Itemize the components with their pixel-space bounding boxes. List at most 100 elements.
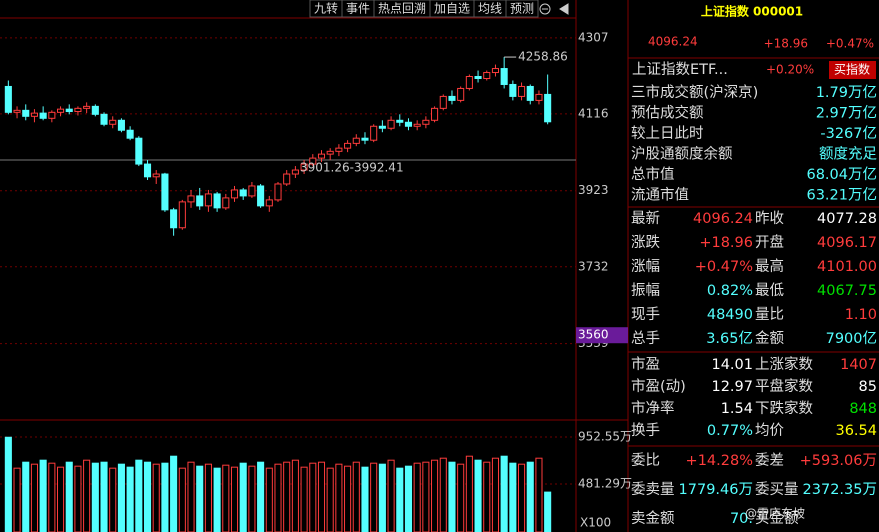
candle-body [309,157,317,165]
candle-body [135,137,143,165]
volume-bar [370,462,378,532]
volume-bar [178,467,186,532]
candle-body [230,189,239,199]
candle-body [152,173,160,178]
candle-body [48,111,56,119]
grid-label: 昨收 [755,210,784,227]
grid-label: 量比 [755,306,784,323]
grid-value: 14.01 [711,357,753,373]
grid-value: 1.54 [721,401,753,417]
toolbar-button[interactable]: 均线 [478,2,502,16]
volume-bar [4,436,12,532]
grid-value: 48490 [707,307,753,323]
candle-body [500,68,508,85]
grid-label: 现手 [631,306,660,323]
cursor-box [576,327,628,344]
volume-bar [500,455,508,532]
grid-value: 0.82% [707,283,753,299]
grid-value: 70. [730,511,753,527]
candle-body [465,76,473,89]
grid-value: 848 [849,401,877,417]
grid-value: 3.65亿 [706,330,753,347]
buy-button[interactable]: 买指数 [834,62,870,77]
volume-bar [283,461,291,532]
candle-body [352,137,360,144]
grid-value: 2372.35万 [803,482,877,498]
candle-body [491,68,500,74]
candle-body [439,95,447,109]
volume-bar [56,466,65,532]
volume-bar [413,462,421,532]
grid-value: +0.47% [695,259,753,275]
volume-bar [352,461,360,532]
volume-bar [544,491,552,532]
volume-bar [448,461,456,532]
candle-body [56,108,65,113]
stat-value: 1.79万亿 [816,84,877,101]
candle-body [65,108,73,113]
volume-bar [317,461,326,532]
grid-label: 最新 [631,210,660,227]
stat-value: 2.97万亿 [816,105,877,122]
volume-bar [222,464,230,532]
cursor-label: 3560 [578,328,609,342]
volume-bar [457,463,465,532]
etf-name[interactable]: 上证指数ETF... [632,61,728,78]
volume-bar [204,463,212,532]
candle-body [161,173,169,211]
volume-bar [170,455,178,532]
volume-bar [48,462,56,532]
candle-body [196,195,204,207]
candle-body [291,169,299,175]
volume-bar [83,459,91,532]
grid-label: 市盈(动) [631,378,686,395]
candle-body [518,85,526,97]
watermark: @雷庐东坡 [745,506,805,521]
toolbar-button[interactable]: 九转 [314,1,338,16]
toolbar-button[interactable]: 事件 [346,2,370,16]
grid-value: 1.10 [845,307,877,323]
stat-label: 预估成交额 [631,104,704,122]
grid-value: 4067.75 [817,283,877,299]
volume-bar [300,466,308,532]
candle-body [396,119,404,123]
toolbar-button[interactable]: 加自选 [434,2,470,16]
stat-value: 63.21万亿 [806,187,877,204]
toolbar-button[interactable]: 热点回溯 [378,1,426,16]
candle-body [413,123,421,127]
volume-bar [74,465,82,532]
stat-label: 总市值 [631,166,675,183]
grid-value: 4096.17 [817,235,877,251]
volume-bar [65,461,73,532]
candle-body [526,85,534,101]
grid-value: +14.28% [686,453,753,469]
candle-body [422,119,430,125]
candle-body [265,199,273,207]
y-tick-label: 3732 [578,259,609,273]
stat-label: 流通市值 [631,187,689,204]
grid-label: 市盈 [631,356,660,373]
candle-body [257,185,265,207]
candle-body [326,150,334,155]
grid-label: 总手 [631,330,660,347]
volume-bar [439,457,447,532]
volume-bar [422,461,430,532]
grid-label: 卖金额 [631,510,675,527]
stat-label: 三市成交额(沪深京) [631,83,758,101]
volume-unit: X100 [580,516,611,530]
volume-bar [213,467,221,532]
quote-title: 上证指数 000001 [701,4,803,19]
volume-bar [491,457,500,532]
quote-pct: +0.47% [826,37,874,51]
volume-bar [39,459,47,532]
toolbar-button-frame[interactable] [505,0,539,18]
grid-label: 均价 [755,422,784,439]
volume-bar [187,461,195,532]
candle-body [509,83,517,97]
volume-bar [361,466,369,532]
toolbar-button[interactable]: 预测 [510,2,534,16]
candle-body [361,137,369,141]
stat-label: 沪股通额度余额 [631,145,733,163]
buy-button-bg[interactable] [829,61,876,79]
volume-bar [230,466,239,532]
